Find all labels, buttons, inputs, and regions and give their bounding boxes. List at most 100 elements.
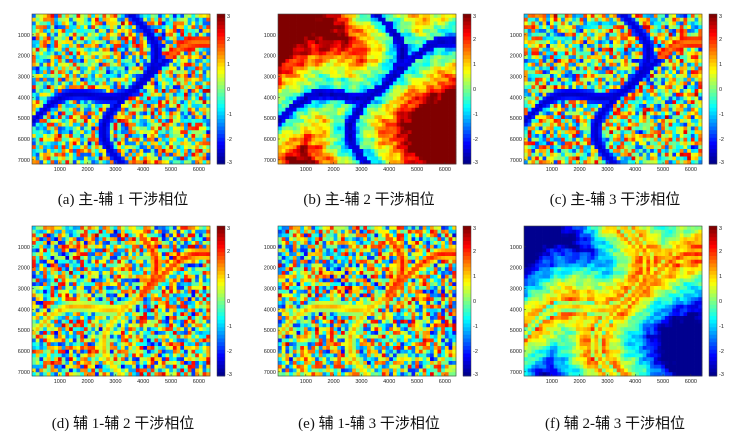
heatmap-cell <box>448 47 453 52</box>
heatmap-cell <box>546 44 551 49</box>
heatmap-cell <box>154 70 159 75</box>
heatmap-cell <box>296 141 301 146</box>
heatmap-cell <box>165 122 170 127</box>
heatmap-cell <box>359 21 364 26</box>
heatmap-cell <box>311 62 316 67</box>
heatmap-cell <box>635 47 640 52</box>
heatmap-cell <box>72 70 77 75</box>
heatmap-cell <box>679 85 684 90</box>
heatmap-cell <box>396 32 401 37</box>
heatmap-cell <box>206 51 211 56</box>
heatmap-cell <box>117 44 122 49</box>
heatmap-cell <box>616 59 621 64</box>
heatmap-cell <box>72 36 77 41</box>
heatmap-cell <box>184 145 189 150</box>
heatmap-cell <box>635 51 640 56</box>
heatmap-cell <box>430 51 435 56</box>
heatmap-cell <box>139 160 144 165</box>
heatmap-cell <box>437 77 442 82</box>
colorbar-swatch <box>463 51 471 56</box>
heatmap-cell <box>124 119 129 124</box>
heatmap-cell <box>72 96 77 101</box>
heatmap-cell <box>437 55 442 60</box>
heatmap-cell <box>531 62 536 67</box>
heatmap-cell <box>448 160 453 165</box>
heatmap-cell <box>624 25 629 30</box>
heatmap-cell <box>404 44 409 49</box>
heatmap-cell <box>553 36 558 41</box>
heatmap-cell <box>39 122 44 127</box>
colorbar-swatch <box>463 40 471 45</box>
heatmap-cell <box>57 44 63 49</box>
heatmap-cell <box>411 130 416 135</box>
heatmap-cell <box>437 74 442 79</box>
heatmap-cell <box>95 77 100 82</box>
heatmap-cell <box>303 44 309 49</box>
heatmap-cell <box>311 81 316 86</box>
heatmap-cell <box>661 66 666 71</box>
heatmap-cell <box>32 111 37 116</box>
heatmap-cell <box>32 92 37 97</box>
heatmap-cell <box>198 126 203 131</box>
heatmap-cell <box>422 149 427 154</box>
colorbar-swatch <box>463 62 471 67</box>
heatmap-cell <box>98 107 103 112</box>
heatmap-cell <box>407 137 412 142</box>
x-tick-label: 3000 <box>355 167 367 173</box>
heatmap-cell <box>184 44 189 49</box>
heatmap-cell <box>638 36 644 41</box>
heatmap-cell <box>180 137 185 142</box>
heatmap-cell <box>135 115 140 120</box>
heatmap-cell <box>437 145 442 150</box>
heatmap-cell <box>642 85 647 90</box>
heatmap-cell <box>329 44 334 49</box>
heatmap-cell <box>367 134 372 139</box>
heatmap-cell <box>35 36 40 41</box>
heatmap-cell <box>80 107 85 112</box>
heatmap-cell <box>631 70 636 75</box>
heatmap-cell <box>668 21 673 26</box>
heatmap-cell <box>39 104 44 109</box>
heatmap-cell <box>444 29 449 34</box>
heatmap-cell <box>359 59 364 64</box>
heatmap-cell <box>392 100 398 105</box>
heatmap-cell <box>341 74 346 79</box>
heatmap-cell <box>289 137 294 142</box>
heatmap-cell <box>385 81 390 86</box>
heatmap-cell <box>187 104 192 109</box>
heatmap-cell <box>407 74 412 79</box>
heatmap-cell <box>278 156 283 161</box>
heatmap-cell <box>113 21 118 26</box>
heatmap-cell <box>553 77 558 82</box>
heatmap-cell <box>281 47 286 52</box>
heatmap-cell <box>549 21 555 26</box>
heatmap-cell <box>400 130 405 135</box>
heatmap-cell <box>39 145 44 150</box>
heatmap-cell <box>69 55 74 60</box>
heatmap-cell <box>80 55 85 60</box>
heatmap-cell <box>557 36 562 41</box>
heatmap-cell <box>344 29 349 34</box>
heatmap-cell <box>538 51 543 56</box>
heatmap-cell <box>389 40 394 45</box>
heatmap-cell <box>180 92 185 97</box>
heatmap-cell <box>307 115 312 120</box>
heatmap-cell <box>355 145 360 150</box>
heatmap-cell <box>661 59 666 64</box>
heatmap-cell <box>698 47 703 52</box>
heatmap-cell <box>542 17 547 22</box>
heatmap-cell <box>527 74 532 79</box>
heatmap-cell <box>367 96 372 101</box>
heatmap-cell <box>132 32 137 37</box>
heatmap-cell <box>57 62 63 67</box>
heatmap-cell <box>80 62 85 67</box>
heatmap-cell <box>389 126 394 131</box>
heatmap-cell <box>132 160 137 165</box>
heatmap-cell <box>407 51 412 56</box>
heatmap-cell <box>43 36 48 41</box>
heatmap-cell <box>557 59 562 64</box>
heatmap-cell <box>195 70 200 75</box>
heatmap-cell <box>400 21 405 26</box>
heatmap-cell <box>281 160 286 165</box>
heatmap-cell <box>43 14 48 19</box>
